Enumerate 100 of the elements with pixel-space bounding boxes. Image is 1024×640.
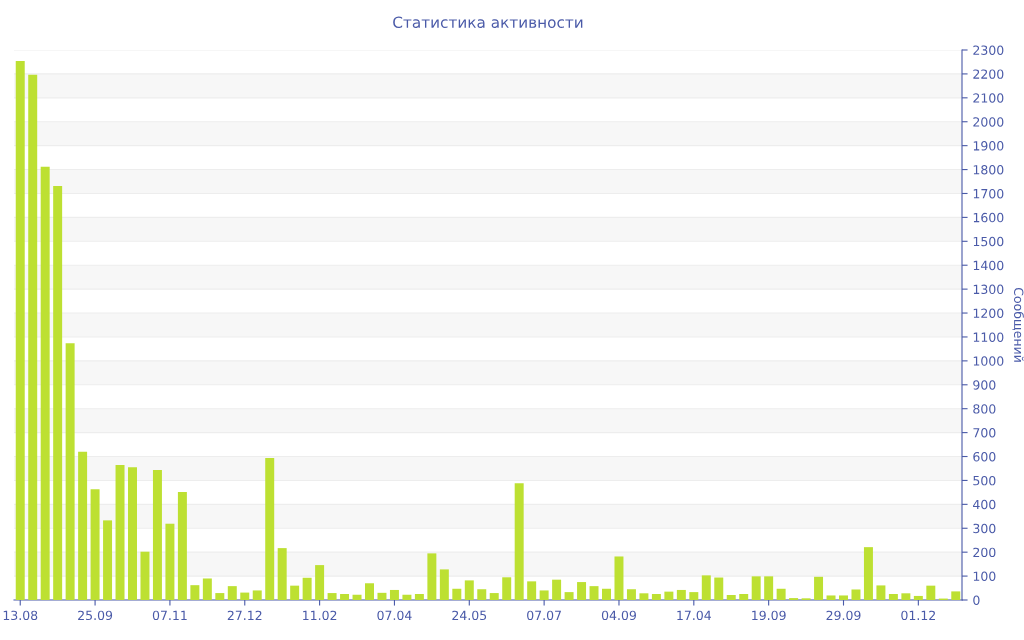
bar [664,591,674,600]
bar [202,578,212,600]
x-tick-label: 29.09 [826,610,861,621]
bar [577,582,587,600]
bar [128,467,137,600]
bar [651,594,661,600]
x-tick-label: 27.12 [227,610,262,620]
bar [402,594,412,600]
y-tick-label: 700 [973,428,996,438]
y-tick-label: 1300 [973,284,1004,295]
bar [439,569,449,600]
bar [165,523,175,600]
bar [227,586,237,600]
bar [764,576,774,600]
bar [152,469,162,600]
x-tick-label: 17.04 [677,610,712,621]
y-tick-label: 1000 [973,356,1004,366]
y-tick-label: 2200 [973,69,1004,79]
chart-title: Статистика активности [393,16,583,28]
bar [65,343,75,600]
bar [315,565,325,600]
bar [639,593,649,600]
bar [452,588,462,600]
bar [140,551,150,600]
bar [689,592,699,600]
y-tick-label: 1100 [973,332,1004,342]
bar [277,548,287,600]
bar [28,74,38,600]
bar [103,520,113,600]
bar [851,589,861,600]
y-tick-label: 2300 [973,45,1004,55]
y-tick-label: 1400 [973,260,1004,271]
x-tick-label: 24.05 [452,610,487,621]
bar [814,576,824,600]
bar [589,586,599,600]
y-tick-label: 500 [973,475,996,486]
bar [252,590,262,600]
bar [427,553,437,600]
bar [602,588,611,600]
y-tick-label: 300 [973,523,996,534]
bar [290,585,300,600]
bar [626,589,636,600]
bar [389,589,399,600]
y-tick-label: 2100 [973,93,1004,103]
bar [464,580,474,600]
y-tick-label: 1200 [973,308,1004,318]
bar [876,585,886,600]
x-tick-label: 07.11 [152,610,187,621]
bar [90,489,100,600]
x-tick-label: 01.12 [901,610,935,621]
x-tick-label: 19.09 [752,610,786,621]
bar [489,593,499,600]
bar [377,592,387,600]
bar [552,579,562,600]
bar [340,594,350,600]
y-tick-label: 100 [973,571,996,582]
bar [951,591,961,600]
bar [701,575,711,600]
x-tick-label: 13.08 [3,610,38,621]
y-tick-label: 1500 [973,236,1004,247]
y-tick-label: 0 [973,595,980,605]
bar [901,593,911,600]
bar [53,186,63,600]
x-tick-label: 07.04 [377,610,412,621]
x-tick-label: 04.09 [601,610,636,621]
bar [190,585,200,600]
y-tick-label: 600 [973,451,996,462]
bar [913,595,923,600]
bar [714,577,724,600]
bar [327,593,337,600]
bar [926,585,936,600]
bar [115,464,125,600]
y-tick-label: 2000 [973,117,1004,127]
bar [776,588,786,600]
y-tick-label: 1900 [973,141,1004,151]
bar [40,166,50,600]
bar [177,491,187,600]
bar [477,589,487,600]
bar [15,61,25,600]
bar [863,547,873,600]
x-tick-label: 25.09 [78,610,113,621]
bar [726,594,736,600]
bar [539,590,549,600]
y-tick-label: 400 [973,499,996,510]
bar [215,593,225,600]
y-tick-label: 800 [973,404,996,414]
x-tick-label: 11.02 [303,610,337,621]
bar [240,592,250,600]
bar [739,594,749,600]
bar [676,589,686,600]
bar [839,595,848,600]
bar [302,577,312,600]
bar [414,594,424,600]
y-tick-label: 1800 [973,165,1004,175]
y-tick-label: 900 [973,380,996,390]
bar [527,581,537,600]
y-tick-label: 200 [973,547,996,558]
bar [78,451,88,600]
x-tick-label: 07.07 [527,610,561,621]
bar [826,595,836,600]
